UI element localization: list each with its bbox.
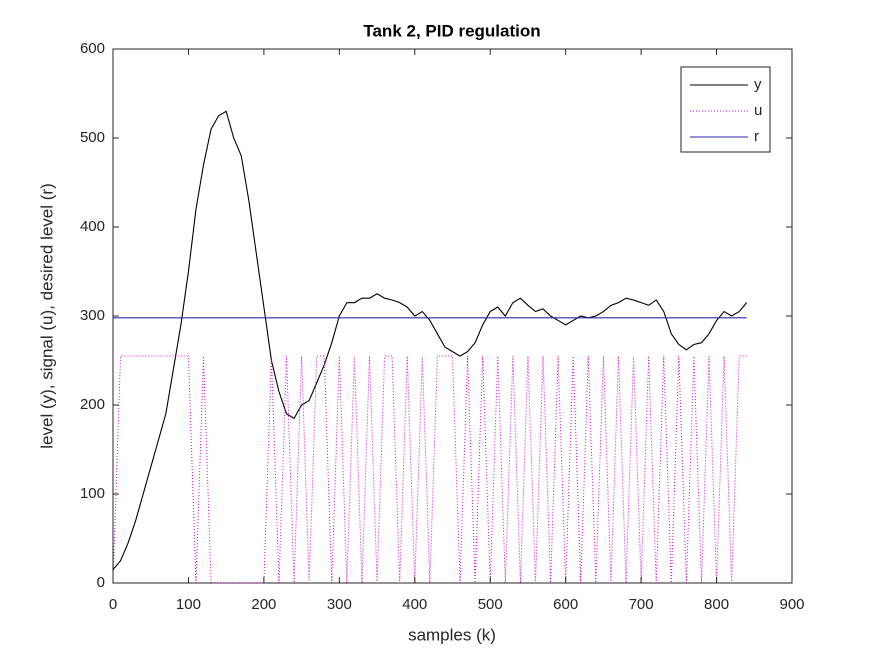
legend-box — [680, 66, 771, 153]
x-tick-label: 400 — [402, 596, 427, 613]
y-tick-label: 300 — [80, 307, 105, 324]
x-tick-label: 200 — [251, 596, 276, 613]
x-tick-label: 900 — [779, 596, 804, 613]
plot-area — [112, 48, 793, 584]
y-tick-label: 0 — [97, 574, 105, 591]
x-tick-label: 700 — [629, 596, 654, 613]
x-tick-label: 300 — [327, 596, 352, 613]
y-axis-label: level (y), signal (u), desired level (r) — [37, 183, 56, 448]
y-tick-label: 400 — [80, 218, 105, 235]
x-axis-label: samples (k) — [408, 625, 496, 644]
x-tick-label: 600 — [553, 596, 578, 613]
x-tick-label: 500 — [478, 596, 503, 613]
x-tick-label: 800 — [704, 596, 729, 613]
legend-label: y — [754, 76, 762, 93]
y-tick-label: 600 — [80, 40, 105, 57]
y-tick-label: 500 — [80, 129, 105, 146]
x-tick-label: 100 — [176, 596, 201, 613]
plot — [112, 110, 748, 584]
legend-label: u — [754, 102, 762, 119]
x-tick-label: 0 — [109, 596, 117, 613]
y-tick-label: 200 — [80, 396, 105, 413]
legend-label: r — [754, 128, 759, 145]
y-tick-label: 100 — [80, 485, 105, 502]
chart-title: Tank 2, PID regulation — [363, 21, 540, 40]
series-line — [112, 110, 748, 571]
